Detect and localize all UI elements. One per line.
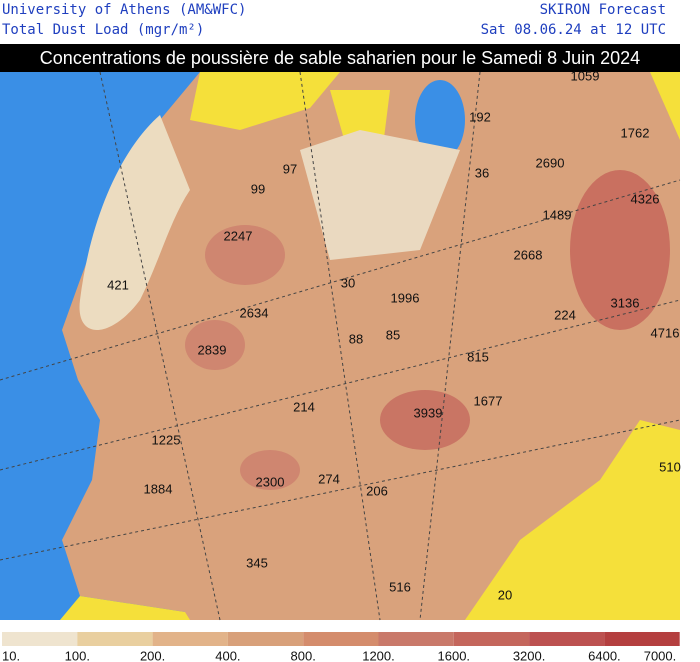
colorbar-label: 7000.	[644, 648, 677, 662]
colorbar-label: 400.	[215, 648, 240, 662]
map-label: 192	[469, 109, 491, 124]
dense-dust	[380, 390, 470, 450]
colorbar-label: 100.	[65, 648, 90, 662]
map-label: 206	[366, 483, 388, 498]
map-label: 815	[467, 349, 489, 364]
colorbar-swatch	[303, 632, 379, 646]
sea	[415, 80, 465, 160]
graticule-line	[0, 419, 681, 561]
graticule-line	[299, 71, 381, 621]
map-labels: 1059 192 1762 2690 36 97 99 1489 4326 2247 2668 421…	[107, 68, 681, 602]
title: Concentrations de poussière de sable sah…	[0, 44, 680, 72]
graticule-line	[0, 299, 681, 471]
map-label: 20	[498, 587, 512, 602]
map-label: 1762	[621, 125, 650, 140]
colorbar-label: 800.	[291, 648, 316, 662]
colorbar-swatch	[604, 632, 680, 646]
dense-dust	[205, 225, 285, 285]
map-label: 2300	[256, 474, 285, 489]
colorbar-swatch	[529, 632, 605, 646]
dense-dust	[240, 450, 300, 490]
map-label: 2668	[514, 247, 543, 262]
map-label: 85	[386, 327, 400, 342]
map-label: 224	[554, 307, 576, 322]
map-label: 36	[475, 165, 489, 180]
colorbar-label: 6400.	[588, 648, 621, 662]
map-label: 3939	[414, 405, 443, 420]
colorbar-label: 10.	[2, 648, 20, 662]
dust-plume	[79, 115, 190, 330]
map-label: 1489	[543, 207, 572, 222]
header-line: Sat 08.06.24 at 12 UTC	[480, 22, 666, 38]
dense-dust	[570, 170, 670, 330]
map-label: 4326	[631, 191, 660, 206]
map-label: 2839	[198, 342, 227, 357]
dense-dust	[185, 320, 245, 370]
light-dust	[300, 130, 460, 260]
colorbar-swatch	[152, 632, 228, 646]
header-right: SKIRON Forecast Sat 08.06.24 at 12 UTC	[481, 0, 666, 40]
colorbar-swatch	[227, 632, 304, 646]
map-label: 345	[246, 555, 268, 570]
colorbar-label: 200.	[140, 648, 165, 662]
map-label: 2634	[240, 305, 269, 320]
map-label: 2247	[224, 228, 253, 243]
graticule-line	[419, 71, 481, 621]
sea	[0, 72, 200, 620]
clear-zone	[60, 596, 190, 620]
header-left: University of Athens (AM&WFC) Total Dust…	[2, 0, 246, 40]
map-label: 214	[293, 399, 315, 414]
map-label: 1996	[391, 290, 420, 305]
map-label: 274	[318, 471, 340, 486]
colorbar-swatch	[378, 632, 454, 646]
header-line: University of Athens (AM&WFC)	[2, 2, 247, 18]
map-label: 421	[107, 277, 129, 292]
map-label: 510	[659, 459, 681, 474]
clear-zone	[650, 72, 680, 140]
map-label: 1225	[152, 432, 181, 447]
map-label: 1677	[474, 393, 503, 408]
map-label: 2690	[536, 155, 565, 170]
map-label: 99	[251, 181, 265, 196]
graticule-line	[0, 179, 681, 381]
map-label: 30	[341, 275, 355, 290]
colorbar-label: 1200.	[362, 648, 395, 662]
map-label: 97	[283, 161, 297, 176]
header-line: Total Dust Load (mgr/m²)	[2, 22, 205, 38]
map-label: 3136	[611, 295, 640, 310]
colorbar-swatch	[2, 632, 78, 646]
map-label: 516	[389, 579, 411, 594]
colorbar: 10. 100. 200. 400. 800. 1200. 1600. 3200. 6400. 7…	[2, 632, 680, 662]
colorbar-label: 1600.	[438, 648, 471, 662]
map-label: 1884	[144, 481, 173, 496]
colorbar-label: 3200.	[513, 648, 546, 662]
map-label: 88	[349, 331, 363, 346]
colorbar-swatch	[77, 632, 153, 646]
clear-zone	[465, 420, 680, 620]
colorbar-swatch	[453, 632, 530, 646]
map-label: 4716	[651, 325, 680, 340]
header-line: SKIRON Forecast	[539, 2, 666, 18]
graticule	[0, 71, 681, 621]
map-label: 1059	[571, 68, 600, 83]
